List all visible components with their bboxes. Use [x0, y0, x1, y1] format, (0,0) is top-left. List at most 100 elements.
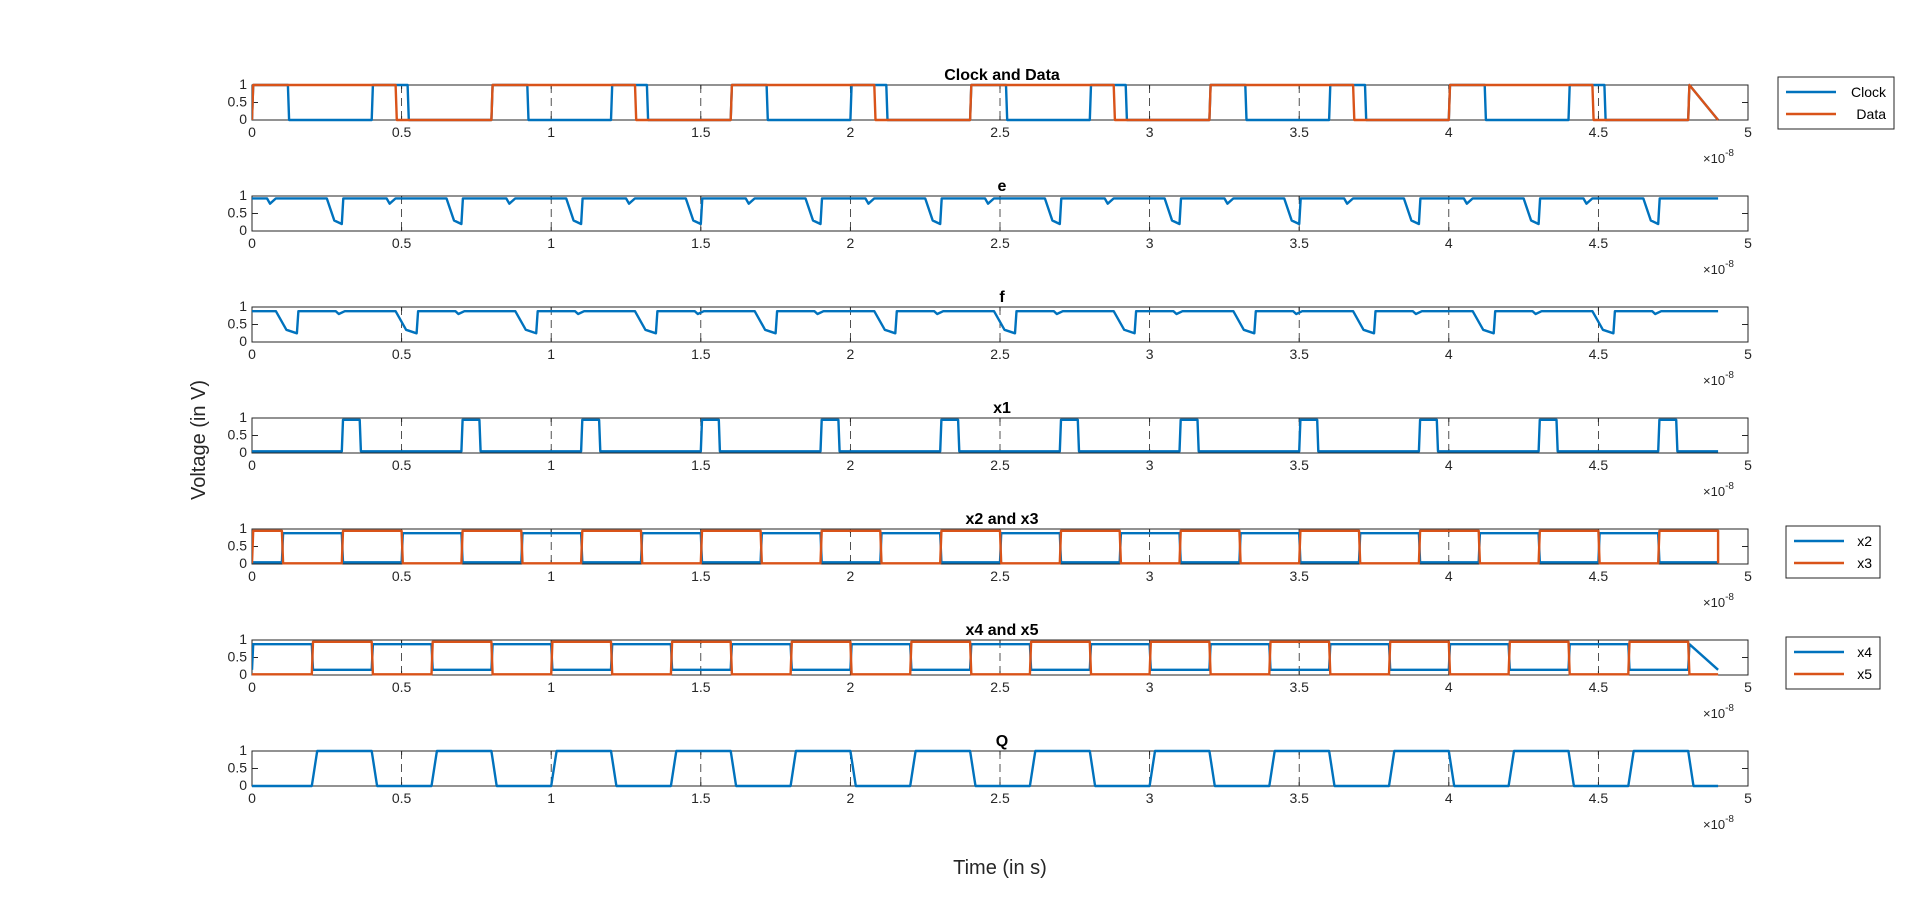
y-tick-label: 0: [239, 777, 247, 793]
x-tick-label: 3: [1146, 568, 1154, 584]
x-tick-label: 2: [847, 568, 855, 584]
legend-box: [1785, 525, 1881, 579]
legend-entry: Data: [1856, 106, 1886, 122]
x-tick-label: 3: [1146, 679, 1154, 695]
y-tick-label: 0: [239, 111, 247, 127]
series-line-signal: [252, 749, 1719, 788]
x-tick-label: 3.5: [1289, 346, 1309, 362]
y-tick-label: 1: [239, 520, 247, 536]
x-tick-label: 4: [1445, 457, 1453, 473]
subplot: 0 0.5 1 1.5 2 2.5 3 3.5 4 4.5 500.51 x2 and x3×10-8…: [228, 511, 1881, 610]
y-tick-label: 0: [239, 555, 247, 571]
x-tick-label: 4.5: [1589, 235, 1609, 251]
x-tick-label: 4.5: [1589, 124, 1609, 140]
x-tick-label: 5: [1744, 679, 1752, 695]
legend-entry: x2: [1857, 533, 1872, 549]
x-tick-label: 1.5: [691, 124, 711, 140]
x-exponent-label: ×10-8: [1703, 592, 1734, 610]
x-exponent-label: ×10-8: [1703, 370, 1734, 388]
y-tick-label: 0: [239, 333, 247, 349]
y-tick-label: 1: [239, 631, 247, 647]
subplot: 0 0.5 1 1.5 2 2.5 3 3.5 4 4.5 500.51 e×10-8: [228, 178, 1753, 277]
x-tick-label: 5: [1744, 235, 1752, 251]
subplot-stack: 0 0.5 1 1.5 2 2.5 3 3.5 4 4.5 500.51 Clock and Data…: [228, 67, 1895, 832]
subplot-title: Q: [996, 733, 1008, 750]
y-tick-label: 0.5: [228, 427, 248, 443]
x-axis-label: Time (in s): [953, 857, 1047, 879]
x-tick-label: 5: [1744, 457, 1752, 473]
x-tick-label: 0.5: [392, 790, 412, 806]
subplot: 0 0.5 1 1.5 2 2.5 3 3.5 4 4.5 500.51 Clock and Data…: [228, 67, 1895, 166]
x-tick-label: 2.5: [990, 235, 1010, 251]
x-tick-label: 0.5: [392, 346, 412, 362]
x-tick-label: 1: [547, 790, 555, 806]
y-axis-label: Voltage (in V): [188, 380, 210, 500]
x-tick-label: 5: [1744, 346, 1752, 362]
x-exponent-label: ×10-8: [1703, 703, 1734, 721]
x-tick-label: 4: [1445, 235, 1453, 251]
y-tick-label: 0: [239, 666, 247, 682]
x-tick-label: 4: [1445, 568, 1453, 584]
legend-box: [1785, 636, 1881, 690]
x-tick-label: 2.5: [990, 457, 1010, 473]
x-exponent-label: ×10-8: [1703, 814, 1734, 832]
x-tick-label: 5: [1744, 790, 1752, 806]
y-tick-label: 0: [239, 222, 247, 238]
y-tick-label: 1: [239, 187, 247, 203]
x-tick-label: 2: [847, 124, 855, 140]
x-tick-label: 1.5: [691, 568, 711, 584]
x-tick-label: 0.5: [392, 235, 412, 251]
series-line-signal: [252, 418, 1719, 453]
subplot: 0 0.5 1 1.5 2 2.5 3 3.5 4 4.5 500.51 f×10-8: [228, 289, 1753, 388]
series-line-signal: [252, 197, 1719, 226]
x-tick-label: 0: [248, 346, 256, 362]
x-tick-label: 4: [1445, 346, 1453, 362]
x-tick-label: 4: [1445, 124, 1453, 140]
x-tick-label: 3.5: [1289, 124, 1309, 140]
x-tick-label: 4: [1445, 679, 1453, 695]
series-line-x5: [252, 640, 1719, 676]
x-tick-label: 0: [248, 568, 256, 584]
subplot-title: x4 and x5: [966, 622, 1039, 639]
y-tick-label: 0.5: [228, 649, 248, 665]
y-tick-label: 1: [239, 409, 247, 425]
x-tick-label: 0: [248, 235, 256, 251]
series-line-x2: [252, 532, 1719, 564]
x-tick-label: 1: [547, 679, 555, 695]
x-tick-label: 0.5: [392, 679, 412, 695]
x-exponent-label: ×10-8: [1703, 481, 1734, 499]
x-tick-label: 1.5: [691, 235, 711, 251]
x-tick-label: 2: [847, 346, 855, 362]
x-tick-label: 0.5: [392, 568, 412, 584]
series-line-data: [252, 83, 1720, 122]
x-tick-label: 3: [1146, 124, 1154, 140]
x-tick-label: 0: [248, 679, 256, 695]
x-tick-label: 2.5: [990, 679, 1010, 695]
x-tick-label: 5: [1744, 568, 1752, 584]
x-tick-label: 0: [248, 457, 256, 473]
y-tick-label: 0.5: [228, 316, 248, 332]
x-tick-label: 3: [1146, 790, 1154, 806]
x-tick-label: 2.5: [990, 346, 1010, 362]
x-exponent-label: ×10-8: [1703, 259, 1734, 277]
y-tick-label: 0.5: [228, 94, 248, 110]
x-tick-label: 2.5: [990, 790, 1010, 806]
series-line-signal: [252, 310, 1719, 335]
x-tick-label: 1: [547, 235, 555, 251]
x-tick-label: 2.5: [990, 124, 1010, 140]
legend-box: [1777, 76, 1895, 130]
x-tick-label: 2: [847, 235, 855, 251]
subplot-title: f: [999, 289, 1005, 306]
x-tick-label: 3.5: [1289, 235, 1309, 251]
subplot-title: e: [998, 178, 1007, 195]
y-tick-label: 1: [239, 298, 247, 314]
y-tick-label: 0: [239, 444, 247, 460]
x-tick-label: 1.5: [691, 457, 711, 473]
x-tick-label: 5: [1744, 124, 1752, 140]
x-tick-label: 2: [847, 790, 855, 806]
x-tick-label: 1.5: [691, 346, 711, 362]
x-tick-label: 1: [547, 346, 555, 362]
subplot: 0 0.5 1 1.5 2 2.5 3 3.5 4 4.5 500.51 Q×10-8: [228, 733, 1753, 832]
